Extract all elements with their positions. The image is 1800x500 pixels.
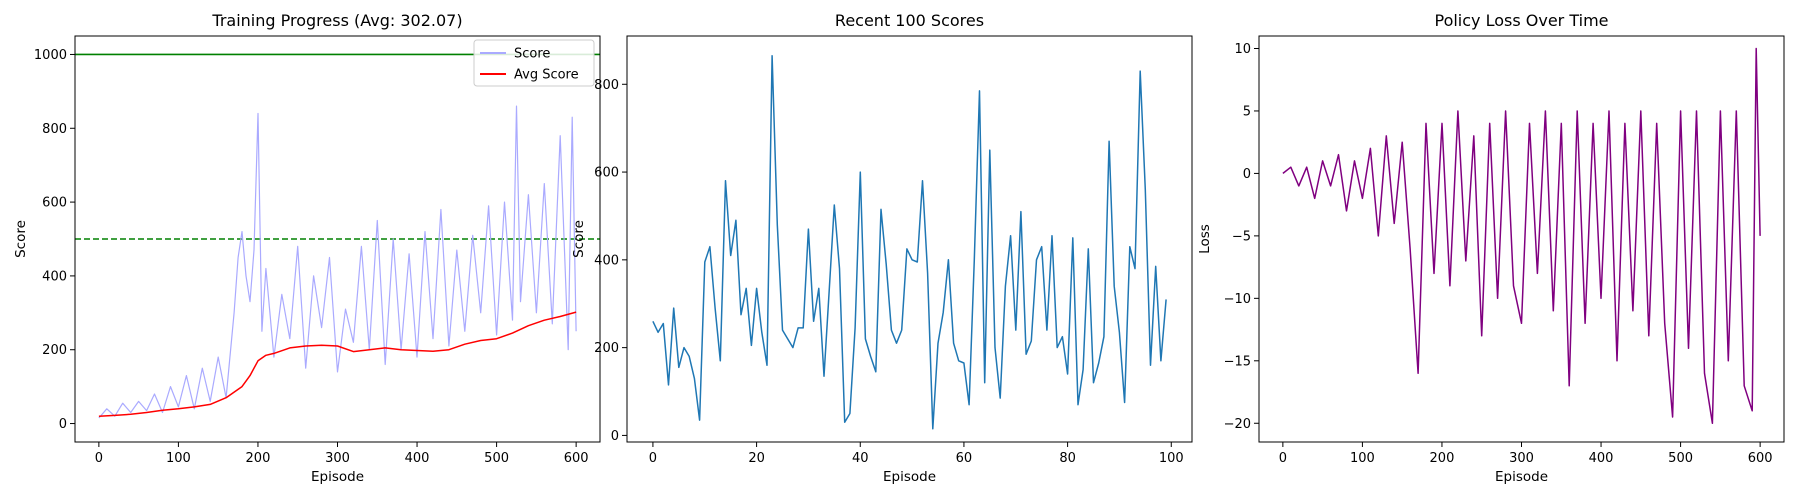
y-tick-label: 0 xyxy=(611,429,619,444)
x-tick-label: 40 xyxy=(852,451,869,466)
series-line-avg-score xyxy=(98,311,577,417)
y-tick-label: 800 xyxy=(42,122,67,137)
x-tick-label: 400 xyxy=(1589,451,1614,466)
y-axis-label: Score xyxy=(13,220,29,258)
x-tick-label: 200 xyxy=(246,451,271,466)
subplot-2: Recent 100 Scores 0 20 40 60 80 100 0 200 400 600 8… xyxy=(571,11,1193,485)
x-axis-label: Episode xyxy=(883,469,936,485)
legend-label: Avg Score xyxy=(514,68,579,83)
x-tick-label: 0 xyxy=(95,451,103,466)
y-tick-label: 200 xyxy=(42,343,67,358)
y-axis-label: Score xyxy=(571,220,587,258)
x-tick-label: 0 xyxy=(649,451,657,466)
legend: Score Avg Score xyxy=(473,39,595,87)
y-axis-label: Loss xyxy=(1197,224,1213,254)
x-tick-label: 100 xyxy=(1350,451,1375,466)
y-tick-label: −10 xyxy=(1224,292,1251,307)
x-axis-label: Episode xyxy=(311,469,364,485)
legend-label: Score xyxy=(514,47,550,62)
x-tick-label: 600 xyxy=(564,451,589,466)
chart-title: Policy Loss Over Time xyxy=(1434,11,1608,30)
x-tick-label: 20 xyxy=(748,451,765,466)
y-tick-label: 1000 xyxy=(34,48,67,63)
chart-title: Training Progress (Avg: 302.07) xyxy=(211,11,462,30)
plot-area xyxy=(1282,47,1761,425)
y-tick-label: 600 xyxy=(42,196,67,211)
x-tick-label: 400 xyxy=(405,451,430,466)
x-axis-label: Episode xyxy=(1495,469,1548,485)
x-tick-label: 300 xyxy=(325,451,350,466)
y-tick-label: 0 xyxy=(59,417,67,432)
y-tick-label: 600 xyxy=(594,166,619,181)
y-tick-label: 400 xyxy=(594,253,619,268)
x-tick-label: 100 xyxy=(1159,451,1184,466)
y-tick-label: −15 xyxy=(1224,354,1251,369)
series-line-score xyxy=(98,105,577,419)
y-tick-label: 800 xyxy=(594,78,619,93)
axes-frame xyxy=(626,35,1193,443)
chart-title: Recent 100 Scores xyxy=(835,11,984,30)
plot-area xyxy=(75,53,600,419)
x-tick-label: 200 xyxy=(1430,451,1455,466)
x-tick-label: 60 xyxy=(956,451,973,466)
x-tick-label: 0 xyxy=(1279,451,1287,466)
y-tick-label: 0 xyxy=(1243,167,1251,182)
y-tick-label: 5 xyxy=(1243,104,1251,119)
axes-frame xyxy=(1258,35,1785,443)
series-line-main xyxy=(652,55,1167,430)
plot-area xyxy=(652,55,1167,430)
x-tick-label: 600 xyxy=(1748,451,1773,466)
x-tick-label: 80 xyxy=(1059,451,1076,466)
x-tick-label: 500 xyxy=(484,451,509,466)
subplot-1: Training Progress (Avg: 302.07) 0 100 200 30… xyxy=(13,11,601,485)
y-tick-label: 10 xyxy=(1234,42,1251,57)
x-tick-label: 500 xyxy=(1668,451,1693,466)
x-tick-label: 300 xyxy=(1509,451,1534,466)
y-tick-label: 400 xyxy=(42,269,67,284)
y-tick-label: −5 xyxy=(1232,229,1251,244)
series-line-main xyxy=(1282,47,1761,425)
axes-frame xyxy=(74,35,601,443)
y-tick-label: 200 xyxy=(594,341,619,356)
x-tick-label: 100 xyxy=(166,451,191,466)
y-tick-label: −20 xyxy=(1224,417,1251,432)
